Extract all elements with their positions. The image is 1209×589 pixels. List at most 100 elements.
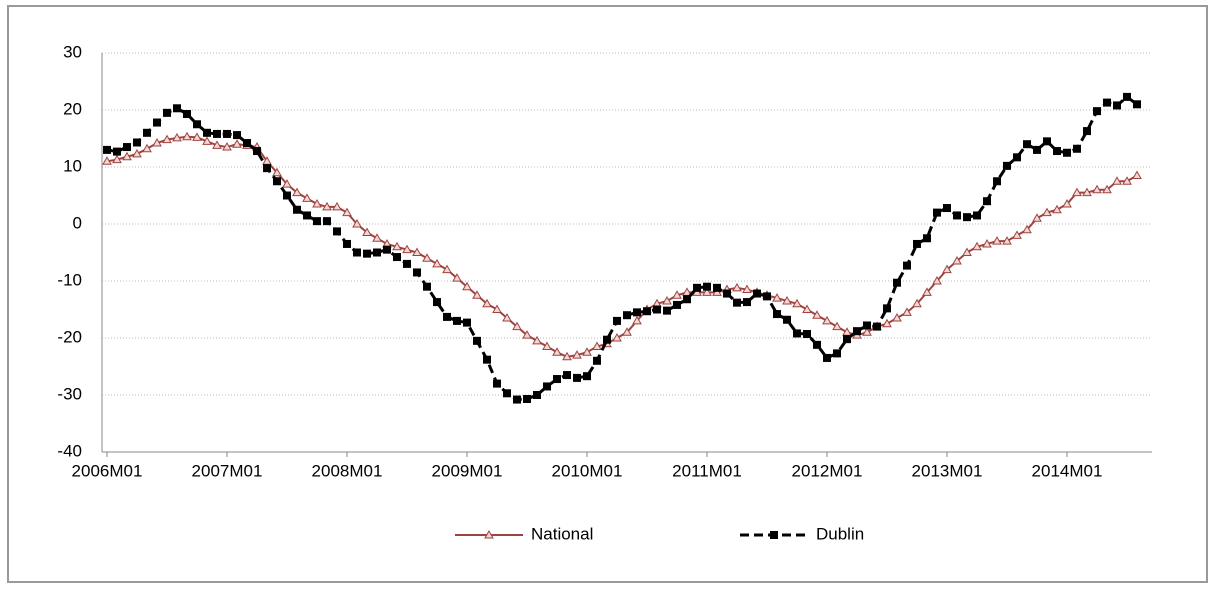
data-point: [182, 131, 192, 141]
data-point: [673, 300, 681, 309]
data-point: [423, 282, 431, 291]
data-point: [633, 308, 641, 317]
data-point: [1033, 145, 1041, 154]
data-point: [283, 191, 291, 200]
data-point: [542, 341, 552, 351]
data-point: [623, 311, 631, 320]
x-tick-label: 2012M01: [792, 461, 863, 480]
data-point: [912, 298, 922, 308]
data-point: [922, 287, 932, 296]
chart-frame: [7, 5, 1208, 583]
data-point: [223, 129, 231, 138]
data-point: [313, 217, 321, 226]
data-point: [1082, 187, 1092, 197]
data-point: [463, 318, 471, 327]
data-point: [332, 201, 342, 211]
data-point: [563, 371, 571, 380]
data-point: [342, 207, 352, 217]
data-point: [152, 138, 162, 147]
y-tick-label: 20: [63, 99, 82, 118]
data-point: [243, 139, 251, 148]
data-point: [803, 330, 811, 339]
data-point: [653, 305, 661, 314]
data-point: [352, 218, 362, 228]
data-point: [153, 118, 161, 127]
data-point: [143, 128, 151, 137]
data-point: [362, 227, 372, 237]
data-point: [643, 307, 651, 316]
data-point: [133, 138, 141, 147]
legend-marker: [484, 529, 494, 539]
data-point: [993, 177, 1001, 186]
data-point: [802, 304, 812, 313]
data-point: [1072, 187, 1082, 197]
data-point: [793, 329, 801, 338]
data-point: [1093, 107, 1101, 116]
data-point: [613, 316, 621, 325]
data-point: [103, 145, 111, 154]
data-point: [923, 234, 931, 243]
data-point: [1062, 199, 1072, 208]
data-point: [213, 129, 221, 138]
data-point: [663, 306, 671, 315]
data-point: [882, 318, 892, 328]
y-tick-label: -30: [57, 384, 82, 403]
legend-label: Dublin: [816, 524, 864, 543]
x-tick-label: 2011M01: [672, 461, 742, 480]
data-point: [472, 290, 482, 299]
data-point: [553, 375, 561, 384]
data-point: [983, 197, 991, 206]
data-point: [712, 287, 722, 296]
data-point: [632, 315, 642, 325]
data-point: [523, 394, 531, 403]
data-point: [1103, 98, 1111, 107]
data-point: [142, 143, 152, 153]
data-point: [192, 132, 202, 141]
legend-marker: [770, 531, 778, 539]
data-point: [512, 321, 522, 331]
data-point: [873, 322, 881, 331]
data-point: [502, 313, 512, 322]
data-point: [532, 335, 542, 345]
data-point: [953, 211, 961, 220]
y-tick-label: -10: [57, 270, 82, 289]
data-point: [1112, 176, 1122, 185]
data-point: [282, 179, 292, 188]
data-point: [173, 104, 181, 113]
data-point: [122, 151, 132, 161]
data-point: [203, 128, 211, 137]
data-point: [732, 282, 742, 292]
data-point: [293, 205, 301, 214]
x-tick-label: 2009M01: [432, 461, 503, 480]
data-point: [1043, 137, 1051, 146]
data-point: [702, 287, 712, 296]
data-point: [543, 382, 551, 391]
data-point: [792, 298, 802, 308]
data-point: [662, 295, 672, 305]
data-point: [312, 199, 322, 208]
data-point: [903, 261, 911, 270]
data-point: [132, 148, 142, 158]
data-point: [573, 373, 581, 382]
data-point: [963, 213, 971, 222]
data-point: [1063, 148, 1071, 157]
data-point: [372, 233, 382, 242]
data-point: [1122, 176, 1132, 185]
data-point: [302, 193, 312, 202]
x-tick-label: 2008M01: [312, 461, 383, 480]
data-point: [723, 289, 731, 298]
data-point: [1113, 101, 1121, 110]
data-point: [822, 315, 832, 325]
data-point: [363, 249, 371, 258]
data-point: [473, 336, 481, 345]
x-tick-label: 2007M01: [192, 461, 263, 480]
data-point: [902, 307, 912, 316]
data-point: [162, 134, 172, 144]
y-tick-label: 0: [73, 213, 82, 232]
data-point: [1123, 92, 1131, 101]
data-point: [343, 239, 351, 248]
data-point: [462, 281, 472, 291]
data-point: [522, 330, 532, 339]
x-tick-label: 2014M01: [1032, 461, 1103, 480]
data-point: [163, 108, 171, 117]
